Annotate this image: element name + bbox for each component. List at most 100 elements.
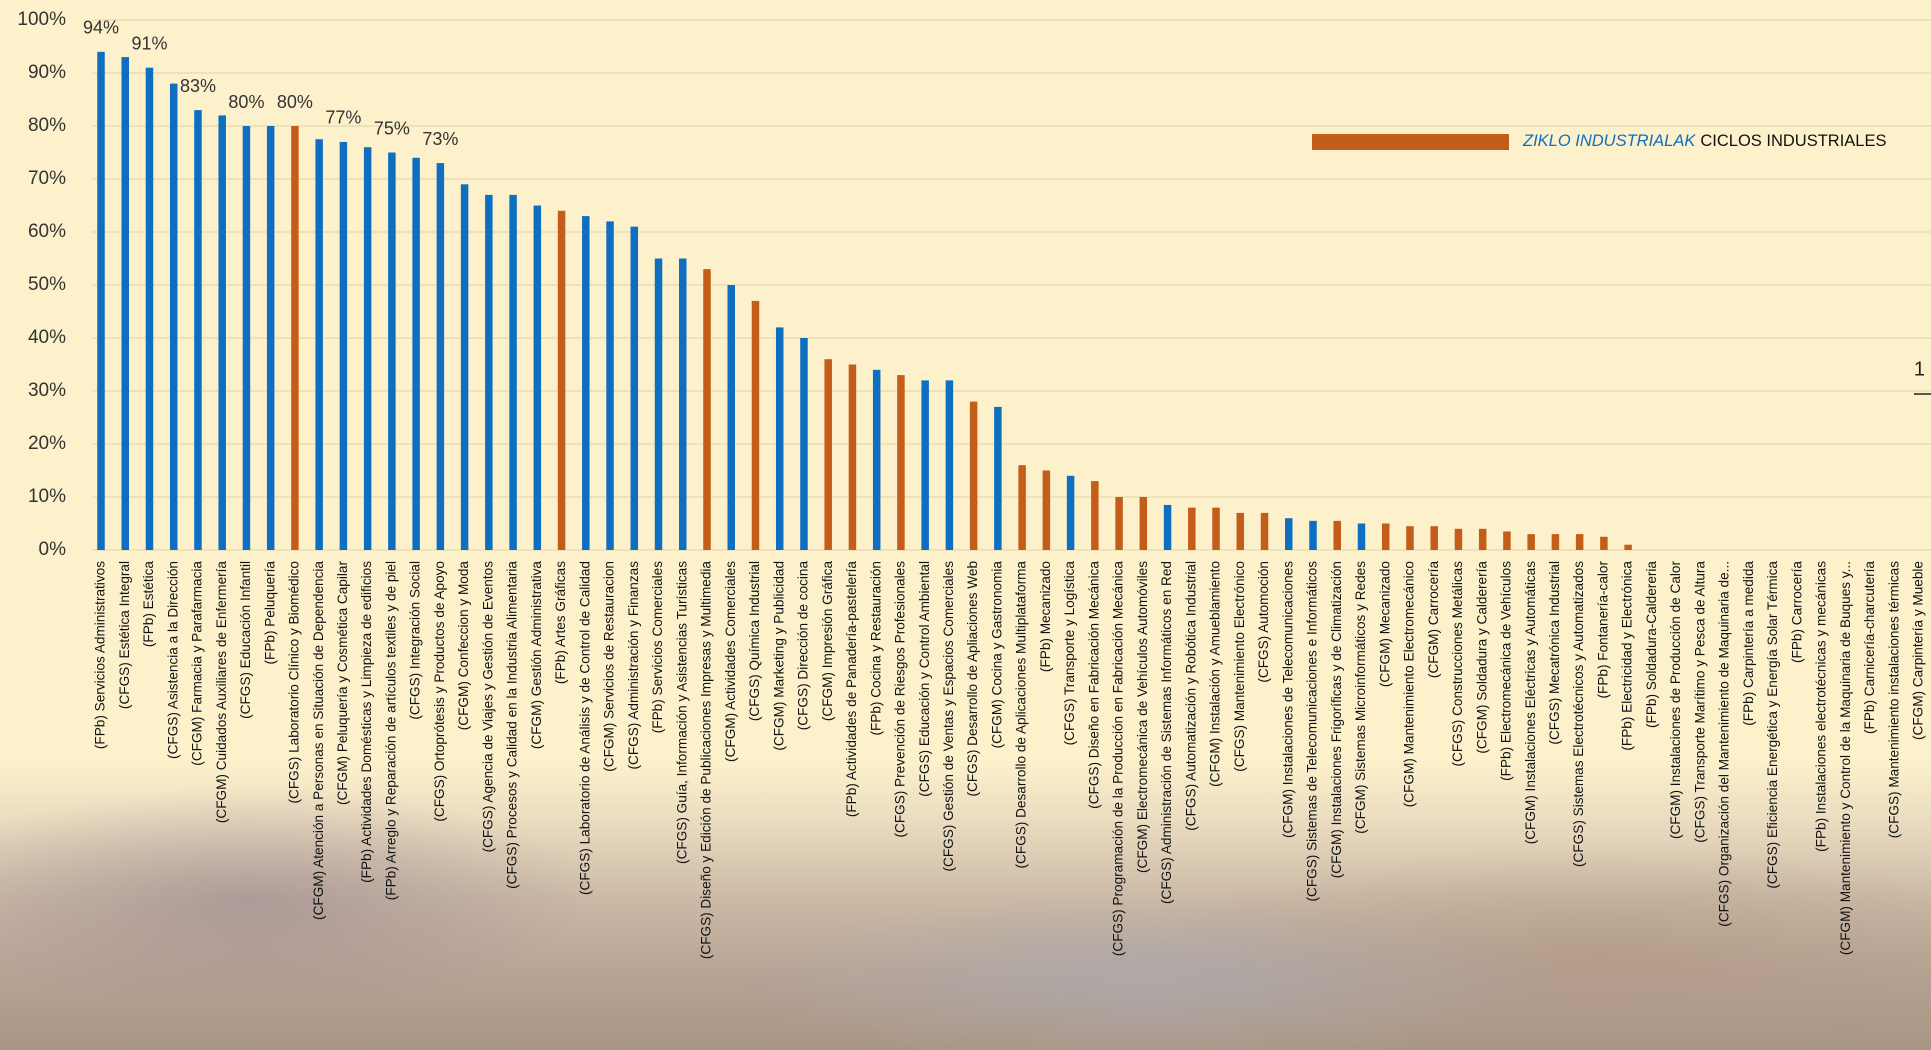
bar	[291, 126, 299, 550]
x-tick-label: (FPb) Actividades Domésticas y Limpieza …	[359, 561, 374, 883]
bar	[727, 285, 735, 550]
x-tick-label: (CFGS) Asistencia a la Dirección	[165, 561, 180, 759]
x-tick-label: (FPb) Artes Gráficas	[553, 561, 568, 684]
bar	[606, 221, 614, 550]
bar	[1503, 531, 1511, 550]
bar	[169, 83, 178, 550]
x-tick-label: (CFGS) Diseño y Edición de Publicaciones…	[699, 561, 714, 960]
bar	[1454, 528, 1463, 550]
bar	[1042, 470, 1051, 550]
bar	[1527, 534, 1535, 550]
bar	[1478, 528, 1487, 550]
value-label: 80%	[228, 92, 264, 112]
bar	[388, 152, 396, 550]
x-tick-label: (FPb) Electromecánica de Vehículos	[1499, 561, 1514, 781]
value-label: 75%	[374, 118, 410, 138]
x-tick-label: (CFGM) Sistemas Microinformáticos y Rede…	[1353, 561, 1368, 834]
y-tick-label: 80%	[28, 115, 66, 136]
bar	[1381, 523, 1390, 550]
bar	[897, 375, 905, 550]
bar	[1333, 520, 1341, 550]
legend-swatch	[1312, 134, 1509, 150]
y-tick-label: 40%	[28, 327, 66, 348]
bar	[1551, 534, 1560, 550]
x-tick-label: (CFGS) Dirección de cocina	[796, 561, 811, 731]
value-label: 94%	[83, 18, 119, 38]
x-tick-label: (CFGS) Organización del Mantenimiento de…	[1717, 561, 1732, 927]
x-tick-label: (CFGM) Peluquería y Cosmética Capilar	[335, 561, 350, 805]
bar	[654, 258, 663, 550]
x-tick-label: (CFGS) Integración Social	[408, 561, 423, 720]
bar	[1600, 536, 1608, 550]
bar	[1285, 518, 1293, 550]
x-tick-label: (FPb) Servicios Comerciales	[650, 561, 665, 733]
bar	[1260, 512, 1269, 550]
value-label: 77%	[325, 108, 361, 128]
x-tick-label: (CFGS) Procesos y Calidad en la Industri…	[505, 561, 520, 889]
bar	[1115, 497, 1123, 550]
y-tick-label: 10%	[28, 486, 66, 507]
x-tick-label: (FPb) Soldadura-Caldereria	[1644, 561, 1659, 728]
x-tick-label: (CFGS) Mecatrónica Industrial	[1547, 561, 1562, 745]
y-tick-label: 100%	[17, 9, 66, 30]
x-tick-label: (CFGS) Administración y Finanzas	[626, 561, 641, 770]
bar	[363, 147, 372, 550]
x-tick-label: (CFGS) Gestión de Ventas y Espacios Come…	[941, 561, 956, 872]
x-tick-label: (CFGM) Instalaciones de Telecomunicacion…	[1280, 561, 1295, 838]
bar	[679, 258, 687, 550]
y-tick-label: 60%	[28, 221, 66, 242]
x-tick-label: (CFGM) Confeccion y Moda	[456, 561, 471, 731]
bar	[1091, 481, 1099, 550]
y-tick-label: 30%	[28, 380, 66, 401]
x-tick-label: (CFGM) Cuidados Auxiliares de Enfermería	[214, 561, 229, 824]
legend-label-basque: ZIKLO INDUSTRIALAK	[1522, 132, 1696, 150]
x-tick-label: (CFGM) Farmacia y Parafarmacia	[190, 561, 205, 766]
bar	[509, 194, 517, 550]
bar	[1018, 465, 1026, 550]
bar	[557, 210, 566, 551]
clipped-text: 1	[1914, 358, 1925, 380]
x-tick-label: (CFGM) Impresión Gráfica	[820, 561, 835, 722]
bar	[460, 184, 469, 551]
x-tick-label: (FPb) Cocina y Restauración	[868, 561, 883, 736]
x-tick-label: (CFGM) Mantenimiento Electromecánico	[1402, 561, 1417, 807]
bar	[266, 126, 275, 550]
x-tick-label: (CFGM) Instalaciones Eléctricas y Automá…	[1523, 561, 1538, 844]
bar	[824, 359, 832, 550]
x-tick-label: (CFGM) Mecanizado	[1377, 561, 1392, 687]
bar	[436, 163, 445, 550]
bar	[800, 338, 808, 550]
bar	[1188, 507, 1196, 550]
x-tick-label: (CFGS) Agencia de Viajes y Gestión de Ev…	[480, 561, 495, 853]
x-tick-label: (CFGS) Laboratorio Clínico y Biomédico	[287, 561, 302, 804]
bar	[703, 269, 711, 550]
x-tick-label: (CFGS) Diseño en Fabricación Mecánica	[1086, 561, 1101, 809]
x-tick-label: (CFGM) Soldadura y Calderería	[1474, 561, 1489, 754]
x-tick-label: (FPb) Electricidad y Electrónica	[1620, 561, 1635, 751]
bar	[630, 226, 639, 550]
x-tick-label: (CFGM) Mantenimiento y Control de la Maq…	[1838, 561, 1853, 955]
x-tick-label: (CFGM) Gestión Administrativa	[529, 561, 544, 750]
bar	[969, 401, 978, 550]
x-tick-label: (CFGM) Servicios de Restauracion	[602, 561, 617, 772]
x-tick-label: (CFGS) Transporte Marítimo y Pesca de Al…	[1692, 561, 1707, 843]
bar	[339, 141, 348, 550]
x-tick-label: (CFGS) Construcciones Metálicas	[1450, 561, 1465, 767]
x-tick-label: (CFGS) Desarrollo de Aplicaciones Multip…	[1014, 561, 1029, 869]
x-tick-label: (CFGS) Ortoprótesis y Productos de Apoyo	[432, 561, 447, 822]
bar	[1309, 520, 1317, 550]
value-label: 91%	[131, 33, 167, 53]
y-tick-label: 50%	[28, 274, 66, 295]
x-tick-label: (CFGM) Instalaciones Frigoríficas y de C…	[1329, 561, 1344, 878]
x-tick-label: (CFGS) Química Industrial	[747, 561, 762, 721]
x-tick-label: (FPb) Actividades de Panadería-pastelerí…	[844, 561, 859, 818]
x-tick-label: (CFGS) Eficiencia Energética y Energía S…	[1765, 561, 1780, 889]
value-label: 73%	[422, 129, 458, 149]
bar	[1624, 544, 1632, 550]
bar	[945, 380, 954, 550]
bar	[1406, 526, 1414, 550]
bar	[485, 194, 493, 550]
bar	[194, 110, 202, 550]
x-tick-label: (FPb) Mecanizado	[1038, 561, 1053, 672]
bar	[315, 139, 323, 550]
